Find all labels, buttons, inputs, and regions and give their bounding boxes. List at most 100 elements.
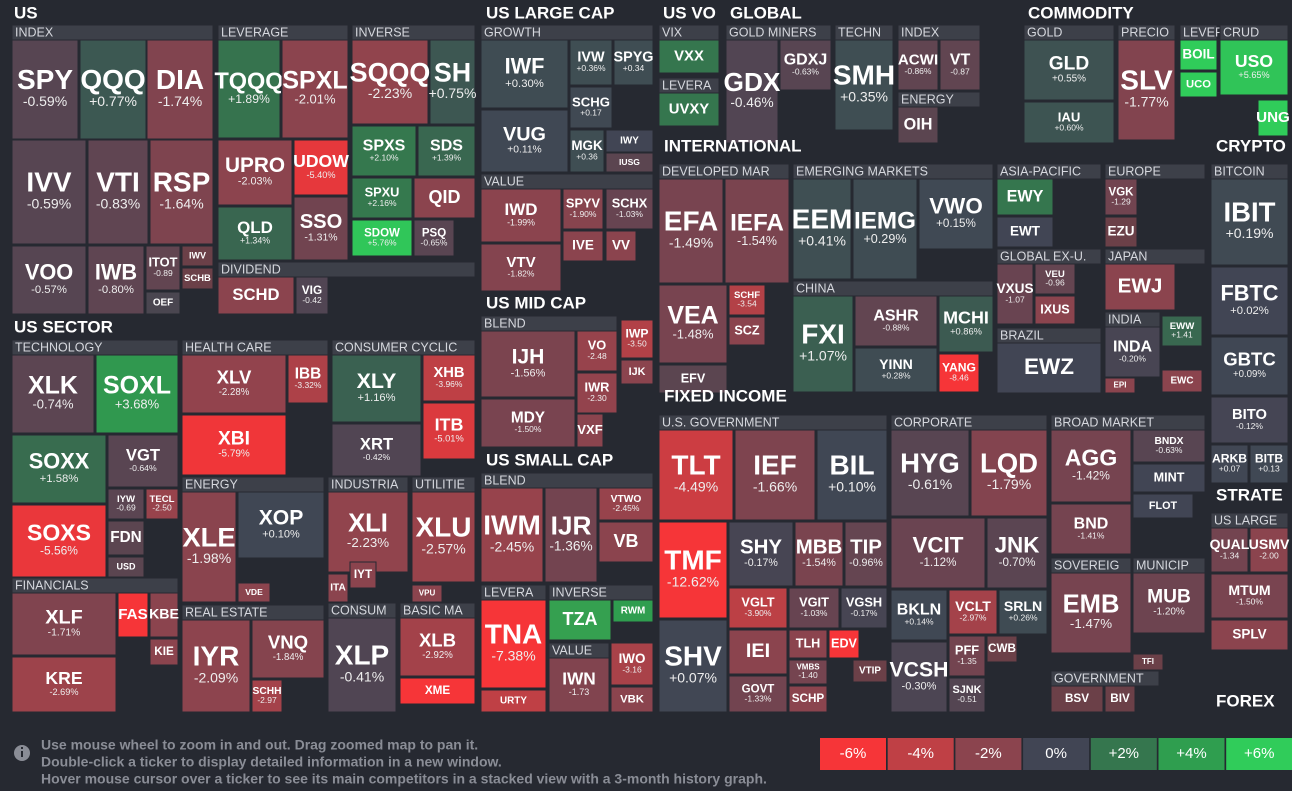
ticker-tile[interactable] (548, 657, 610, 713)
ticker-symbol[interactable]: IAU (1058, 109, 1081, 124)
ticker-symbol[interactable]: BSV (1065, 692, 1089, 705)
ticker-tile[interactable] (422, 354, 476, 402)
ticker-symbol[interactable]: VO (588, 338, 607, 353)
ticker-symbol[interactable]: EDV (831, 636, 857, 650)
ticker-symbol[interactable]: UDOW (293, 151, 349, 171)
ticker-tile[interactable] (734, 429, 816, 521)
ticker-tile[interactable] (788, 629, 828, 659)
ticker-symbol[interactable]: MCHI (943, 308, 989, 328)
ticker-symbol[interactable]: QUAL (1210, 536, 1250, 552)
ticker-symbol[interactable]: FDN (110, 529, 141, 546)
ticker-symbol[interactable]: VTIP (859, 666, 881, 677)
ticker-symbol[interactable]: IWF (505, 54, 545, 79)
ticker-symbol[interactable]: IWY (620, 136, 639, 147)
ticker-tile[interactable] (480, 243, 562, 292)
ticker-symbol[interactable]: IJH (512, 346, 545, 369)
ticker-symbol[interactable]: AGG (1065, 445, 1117, 471)
ticker-tile[interactable] (149, 638, 179, 666)
ticker-symbol[interactable]: XOP (259, 507, 304, 530)
ticker-symbol[interactable]: JNK (995, 533, 1040, 558)
ticker-tile[interactable] (480, 689, 547, 713)
ticker-symbol[interactable]: GOVT (742, 683, 775, 695)
ticker-tile[interactable] (295, 276, 329, 315)
ticker-tile[interactable] (429, 39, 476, 125)
ticker-tile[interactable] (327, 617, 397, 713)
ticker-tile[interactable] (828, 629, 860, 659)
ticker-tile[interactable] (107, 556, 145, 578)
ticker-tile[interactable] (938, 295, 994, 353)
ticker-symbol[interactable]: BOIL (1182, 47, 1214, 62)
ticker-symbol[interactable]: ASHR (873, 308, 919, 325)
ticker-tile[interactable] (605, 129, 654, 153)
ticker-tile[interactable] (351, 39, 429, 125)
ticker-tile[interactable] (1034, 263, 1076, 295)
ticker-symbol[interactable]: IVV (26, 167, 71, 198)
ticker-tile[interactable] (95, 354, 179, 434)
ticker-tile[interactable] (145, 245, 181, 291)
ticker-tile[interactable] (658, 284, 728, 364)
ticker-symbol[interactable]: IEF (753, 450, 797, 481)
ticker-symbol[interactable]: XHB (433, 365, 464, 381)
ticker-symbol[interactable]: VOO (25, 260, 73, 285)
ticker-tile[interactable] (788, 685, 828, 713)
ticker-tile[interactable] (658, 521, 728, 619)
ticker-tile[interactable] (237, 491, 325, 559)
ticker-tile[interactable] (569, 129, 605, 173)
ticker-symbol[interactable]: TIP (850, 536, 882, 559)
ticker-symbol[interactable]: OIH (904, 115, 933, 133)
ticker-symbol[interactable]: FBTC (1221, 281, 1279, 306)
ticker-tile[interactable] (605, 230, 637, 262)
ticker-tile[interactable] (1210, 266, 1289, 336)
ticker-symbol[interactable]: XLP (335, 640, 389, 671)
ticker-tile[interactable] (918, 178, 994, 250)
ticker-symbol[interactable]: TECL (149, 494, 174, 505)
ticker-symbol[interactable]: RSP (153, 167, 211, 198)
ticker-tile[interactable] (1179, 71, 1218, 98)
ticker-symbol[interactable]: VV (612, 238, 630, 253)
ticker-tile[interactable] (281, 39, 349, 139)
ticker-symbol[interactable]: SOXX (29, 449, 90, 474)
ticker-symbol[interactable]: SCHH (253, 686, 282, 697)
ticker-symbol[interactable]: VB (613, 531, 638, 551)
ticker-tile[interactable] (794, 521, 844, 587)
ticker-tile[interactable] (79, 39, 147, 140)
ticker-tile[interactable] (1249, 527, 1289, 573)
ticker-tile[interactable] (658, 619, 728, 713)
ticker-tile[interactable] (181, 354, 287, 414)
ticker-symbol[interactable]: VTI (96, 167, 140, 198)
ticker-symbol[interactable]: QLD (237, 218, 273, 237)
ticker-symbol[interactable]: IBIT (1224, 197, 1276, 228)
ticker-symbol[interactable]: SPXU (365, 185, 400, 200)
ticker-tile[interactable] (1132, 493, 1194, 519)
ticker-symbol[interactable]: VGK (1109, 186, 1135, 198)
ticker-tile[interactable] (1210, 573, 1289, 619)
ticker-tile[interactable] (897, 106, 939, 144)
ticker-tile[interactable] (728, 675, 788, 713)
ticker-tile[interactable] (1161, 315, 1203, 347)
ticker-symbol[interactable]: MINT (1154, 470, 1185, 484)
ticker-symbol[interactable]: XLV (217, 367, 252, 388)
ticker-tile[interactable] (620, 319, 654, 359)
ticker-tile[interactable] (620, 359, 654, 385)
ticker-tile[interactable] (544, 487, 598, 583)
ticker-symbol[interactable]: PSQ (422, 227, 446, 239)
ticker-symbol[interactable]: XLI (348, 509, 388, 537)
ticker-symbol[interactable]: VGT (126, 446, 160, 465)
ticker-symbol[interactable]: BND (1074, 516, 1109, 533)
ticker-symbol[interactable]: XLF (45, 607, 82, 629)
ticker-symbol[interactable]: HYG (900, 448, 960, 479)
ticker-symbol[interactable]: VXUS (996, 281, 1033, 296)
ticker-tile[interactable] (1023, 39, 1115, 101)
ticker-tile[interactable] (998, 589, 1048, 635)
ticker-tile[interactable] (569, 86, 613, 129)
ticker-tile[interactable] (480, 599, 547, 689)
ticker-tile[interactable] (576, 413, 604, 448)
ticker-symbol[interactable]: SPY (17, 64, 73, 95)
ticker-symbol[interactable]: EPI (1114, 381, 1127, 390)
ticker-symbol[interactable]: MTUM (1228, 582, 1270, 598)
ticker-tile[interactable] (986, 635, 1018, 663)
ticker-symbol[interactable]: SHV (664, 641, 722, 672)
ticker-tile[interactable] (948, 677, 986, 713)
ticker-tile[interactable] (237, 582, 271, 603)
ticker-tile[interactable] (422, 402, 476, 460)
